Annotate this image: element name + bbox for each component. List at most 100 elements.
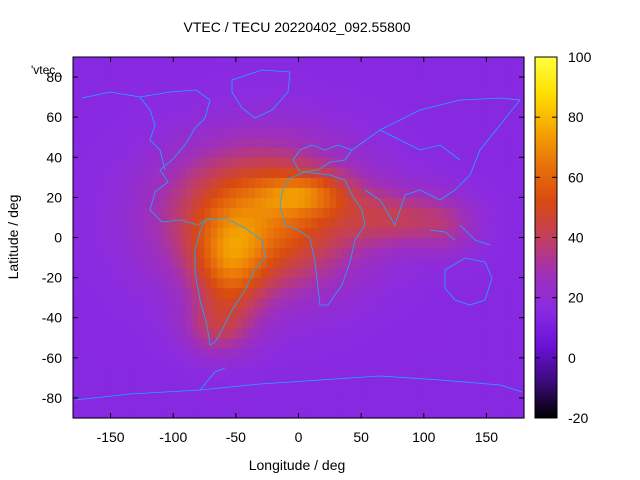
- heatmap-cell: [511, 357, 519, 369]
- heatmap-cell: [104, 57, 112, 68]
- heatmap-cell: [166, 127, 174, 138]
- heatmap-cell: [217, 357, 224, 369]
- heatmap-cell: [467, 197, 475, 209]
- heatmap-cell: [217, 177, 224, 188]
- heatmap-cell: [91, 387, 99, 399]
- heatmap-cell: [486, 407, 494, 419]
- heatmap-cell: [492, 377, 500, 389]
- heatmap-cell: [292, 337, 300, 349]
- heatmap-cell: [404, 137, 412, 148]
- heatmap-cell: [361, 347, 368, 359]
- heatmap-cell: [98, 287, 105, 299]
- heatmap-cell: [486, 197, 494, 209]
- heatmap-cell: [498, 207, 506, 219]
- heatmap-cell: [204, 377, 212, 389]
- heatmap-cell: [336, 187, 343, 198]
- heatmap-cell: [110, 317, 118, 329]
- heatmap-cell: [254, 87, 262, 98]
- heatmap-cell: [217, 77, 224, 88]
- heatmap-cell: [73, 257, 80, 269]
- heatmap-cell: [336, 347, 343, 359]
- heatmap-cell: [229, 177, 237, 188]
- heatmap-cell: [436, 237, 444, 249]
- heatmap-cell: [154, 207, 162, 219]
- heatmap-cell: [235, 167, 243, 178]
- heatmap-cell: [273, 367, 281, 379]
- heatmap-cell: [392, 137, 400, 148]
- heatmap-cell: [498, 357, 506, 369]
- heatmap-cell: [348, 267, 356, 279]
- heatmap-cell: [367, 347, 375, 359]
- heatmap-cell: [492, 147, 500, 158]
- heatmap-cell: [229, 87, 237, 98]
- heatmap-cell: [273, 197, 281, 209]
- heatmap-cell: [311, 347, 318, 359]
- heatmap-cell: [204, 157, 212, 168]
- heatmap-cell: [480, 307, 488, 319]
- heatmap-cell: [98, 57, 105, 68]
- heatmap-cell: [242, 257, 249, 269]
- heatmap-cell: [260, 277, 268, 289]
- heatmap-cell: [285, 247, 293, 259]
- heatmap-cell: [166, 277, 174, 289]
- heatmap-cell: [91, 87, 99, 98]
- heatmap-cell: [348, 377, 356, 389]
- heatmap-cell: [354, 77, 362, 88]
- heatmap-cell: [467, 67, 475, 78]
- heatmap-cell: [505, 147, 513, 158]
- heatmap-cell: [116, 217, 124, 229]
- heatmap-cell: [354, 257, 362, 269]
- heatmap-cell: [79, 377, 87, 389]
- heatmap-cell: [442, 337, 450, 349]
- heatmap-cell: [260, 197, 268, 209]
- heatmap-cell: [448, 177, 456, 188]
- heatmap-cell: [185, 97, 193, 108]
- heatmap-cell: [185, 387, 193, 399]
- heatmap-cell: [373, 187, 381, 198]
- heatmap-cell: [260, 57, 268, 68]
- heatmap-cell: [329, 287, 337, 299]
- heatmap-cell: [166, 77, 174, 88]
- heatmap-cell: [248, 307, 256, 319]
- heatmap-cell: [204, 297, 212, 309]
- heatmap-cell: [235, 107, 243, 118]
- heatmap-cell: [379, 207, 387, 219]
- heatmap-cell: [154, 377, 162, 389]
- heatmap-cell: [179, 287, 187, 299]
- heatmap-cell: [348, 407, 356, 419]
- heatmap-cell: [229, 287, 237, 299]
- heatmap-cell: [411, 337, 419, 349]
- heatmap-cell: [404, 147, 412, 158]
- heatmap-cell: [292, 257, 300, 269]
- heatmap-cell: [311, 237, 318, 249]
- heatmap-cell: [323, 367, 331, 379]
- heatmap-cell: [85, 277, 93, 289]
- heatmap-cell: [342, 307, 350, 319]
- heatmap-cell: [511, 127, 519, 138]
- heatmap-cell: [473, 307, 481, 319]
- heatmap-cell: [386, 337, 394, 349]
- heatmap-cell: [517, 247, 525, 259]
- heatmap-cell: [248, 167, 256, 178]
- heatmap-cell: [254, 97, 262, 108]
- heatmap-cell: [480, 287, 488, 299]
- heatmap-cell: [179, 137, 187, 148]
- heatmap-cell: [85, 287, 93, 299]
- heatmap-cell: [336, 217, 343, 229]
- heatmap-cell: [292, 297, 300, 309]
- heatmap-cell: [85, 197, 93, 209]
- heatmap-cell: [123, 377, 130, 389]
- heatmap-cell: [198, 257, 206, 269]
- heatmap-cell: [317, 317, 325, 329]
- heatmap-cell: [423, 317, 431, 329]
- heatmap-cell: [279, 337, 287, 349]
- heatmap-cell: [411, 237, 419, 249]
- heatmap-cell: [98, 197, 105, 209]
- heatmap-cell: [229, 257, 237, 269]
- heatmap-cell: [473, 387, 481, 399]
- heatmap-cell: [348, 137, 356, 148]
- heatmap-cell: [179, 187, 187, 198]
- heatmap-cell: [98, 177, 105, 188]
- heatmap-cell: [254, 277, 262, 289]
- heatmap-cell: [404, 177, 412, 188]
